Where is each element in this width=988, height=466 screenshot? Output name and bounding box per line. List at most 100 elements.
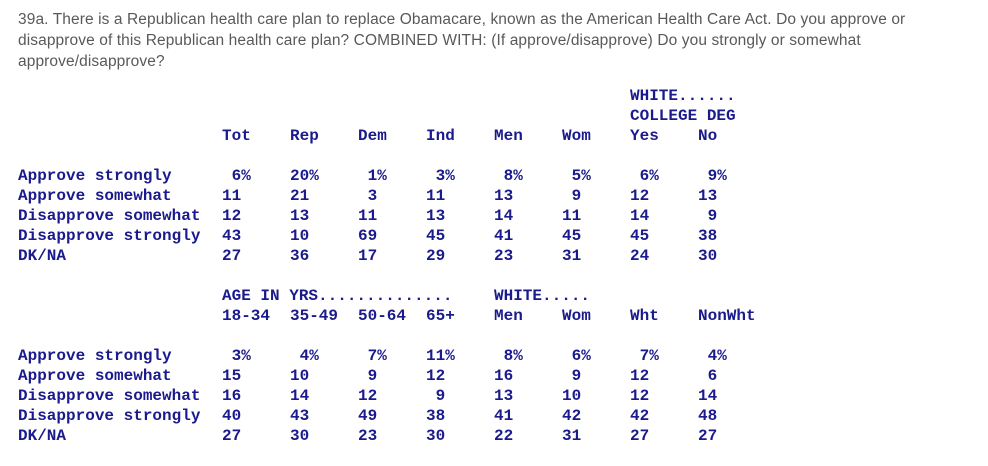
- table-cell: 42: [630, 406, 698, 426]
- table-cell: 9: [426, 386, 494, 406]
- table-cell: 12: [222, 206, 290, 226]
- table-cell: 11: [562, 206, 630, 226]
- cell-value: 9: [707, 167, 718, 185]
- table-cell: 14: [630, 206, 698, 226]
- cell-value: 14: [494, 207, 514, 225]
- cell-value: 8: [503, 347, 514, 365]
- cell-value: 12: [630, 187, 650, 205]
- table-cell: 3: [358, 186, 426, 206]
- cell-value: 38: [426, 407, 446, 425]
- cell-value: 27: [222, 247, 242, 265]
- cell-value: 9: [435, 387, 446, 405]
- cell-value: 30: [290, 427, 310, 445]
- column-header-row: Tot Rep Dem Ind Men Wom Yes No: [18, 126, 988, 146]
- percent-sign: %: [241, 347, 251, 365]
- table-cell: 1%: [358, 166, 426, 186]
- table-cell: 13: [290, 206, 358, 226]
- table-cell: 12: [426, 366, 494, 386]
- table-cell: 49: [358, 406, 426, 426]
- column-header-no: No: [698, 127, 718, 145]
- table-cell: 43: [222, 226, 290, 246]
- cell-value: 3: [367, 187, 378, 205]
- column-header-nonwht: NonWht: [698, 307, 756, 325]
- column-header-yes: Yes: [630, 127, 659, 145]
- table-cell: 10: [290, 226, 358, 246]
- cell-value: 4: [707, 347, 718, 365]
- cell-value: 14: [630, 207, 650, 225]
- row-label: Disapprove strongly: [18, 407, 201, 425]
- spacer-row: [18, 146, 988, 166]
- crosstab-table-age-race: AGE IN YRS.............. WHITE..... 18-34 3…: [18, 286, 988, 446]
- table-cell: 13: [698, 186, 766, 206]
- cell-value: 10: [290, 367, 310, 385]
- column-header-tot: Tot: [222, 127, 251, 145]
- cell-value: 27: [222, 427, 242, 445]
- table-cell: 29: [426, 246, 494, 266]
- table-cell: 42: [562, 406, 630, 426]
- table-cell: 41: [494, 226, 562, 246]
- row-label: Approve strongly: [18, 167, 172, 185]
- table-cell: 27: [630, 426, 698, 446]
- spacer-row: [18, 326, 988, 346]
- row-label: Approve strongly: [18, 347, 172, 365]
- column-header-men: Men: [494, 127, 523, 145]
- percent-sign: %: [445, 347, 455, 365]
- table-cell: 27: [222, 426, 290, 446]
- question-line: 39a. There is a Republican health care p…: [18, 11, 906, 28]
- cell-value: 16: [494, 367, 514, 385]
- table-cell: 6%: [222, 166, 290, 186]
- table-cell: 11: [426, 186, 494, 206]
- cell-value: 5: [571, 167, 582, 185]
- cell-value: 12: [630, 367, 650, 385]
- cell-value: 11: [562, 207, 582, 225]
- cell-value: 13: [494, 187, 514, 205]
- cell-value: 23: [494, 247, 514, 265]
- cell-value: 38: [698, 227, 718, 245]
- cell-value: 23: [358, 427, 378, 445]
- cell-value: 9: [707, 207, 718, 225]
- table-row-disapprove-strongly: Disapprove strongly 40 43 49 38 41 42 42 48: [18, 406, 988, 426]
- table-cell: 9: [358, 366, 426, 386]
- cell-value: 16: [222, 387, 242, 405]
- table-cell: 9: [562, 366, 630, 386]
- group-header-row: AGE IN YRS.............. WHITE.....: [18, 286, 988, 306]
- table-cell: 41: [494, 406, 562, 426]
- table-cell: 27: [698, 426, 766, 446]
- cell-value: 3: [231, 347, 242, 365]
- column-header-35-49: 35-49: [290, 307, 339, 325]
- table-cell: 30: [290, 426, 358, 446]
- cell-value: 11: [222, 187, 242, 205]
- cell-value: 4: [299, 347, 310, 365]
- group-header-white: WHITE.....: [494, 287, 591, 305]
- table-cell: 8%: [494, 166, 562, 186]
- column-header-wom: Wom: [562, 127, 591, 145]
- cell-value: 13: [698, 187, 718, 205]
- table-cell: 9: [562, 186, 630, 206]
- table-cell: 48: [698, 406, 766, 426]
- column-header-rep: Rep: [290, 127, 319, 145]
- cell-value: 41: [494, 227, 514, 245]
- column-header-men: Men: [494, 307, 523, 325]
- table-cell: 12: [630, 366, 698, 386]
- percent-sign: %: [241, 167, 251, 185]
- table-cell: 45: [426, 226, 494, 246]
- percent-sign: %: [309, 347, 319, 365]
- cell-value: 49: [358, 407, 378, 425]
- table-cell: 13: [494, 186, 562, 206]
- cell-value: 11: [358, 207, 378, 225]
- cell-value: 10: [562, 387, 582, 405]
- table-cell: 9: [698, 206, 766, 226]
- table-cell: 14: [698, 386, 766, 406]
- table-cell: 23: [494, 246, 562, 266]
- column-header-dem: Dem: [358, 127, 387, 145]
- cell-value: 27: [630, 427, 650, 445]
- cell-value: 40: [222, 407, 242, 425]
- table-row-disapprove-strongly: Disapprove strongly 43 10 69 45 41 45 45 38: [18, 226, 988, 246]
- cell-value: 12: [222, 207, 242, 225]
- table-cell: 11: [358, 206, 426, 226]
- column-header-65: 65+: [426, 307, 455, 325]
- row-label: Disapprove somewhat: [18, 387, 201, 405]
- cell-value: 21: [290, 187, 310, 205]
- table-cell: 8%: [494, 346, 562, 366]
